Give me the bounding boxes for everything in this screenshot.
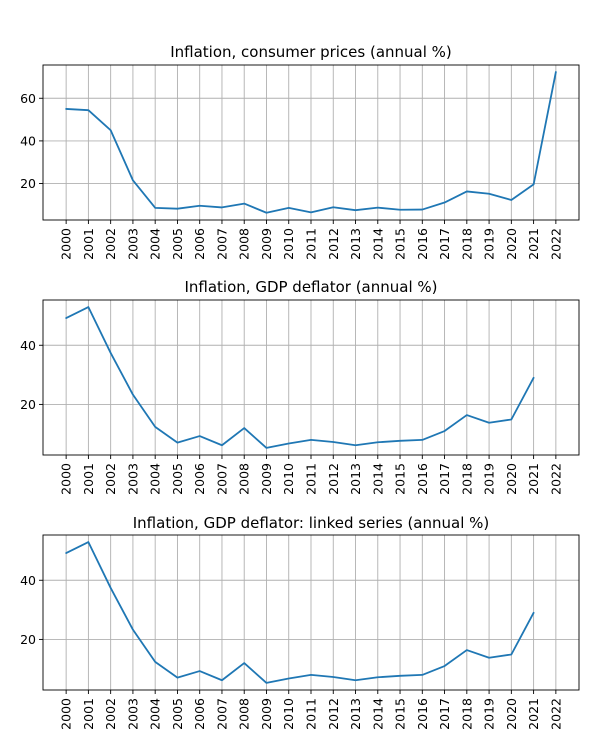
x-tick-label: 2018 bbox=[459, 698, 474, 730]
x-tick-label: 2005 bbox=[170, 698, 185, 730]
x-tick-label: 2006 bbox=[192, 463, 207, 495]
x-tick-label: 2008 bbox=[237, 463, 252, 495]
x-tick-label: 2001 bbox=[81, 228, 96, 260]
x-tick-label: 2014 bbox=[370, 463, 385, 495]
x-tick-label: 2010 bbox=[281, 463, 296, 495]
x-tick-label: 2004 bbox=[148, 463, 163, 495]
x-tick-label: 2009 bbox=[259, 228, 274, 260]
x-tick-label: 2006 bbox=[192, 698, 207, 730]
x-tick-label: 2011 bbox=[304, 228, 319, 260]
x-tick-label: 2003 bbox=[125, 698, 140, 730]
series-line bbox=[65, 306, 535, 449]
x-tick-label: 2002 bbox=[103, 228, 118, 260]
chart-panel-2: 2000 2001 2002 2003 2004 2005 2006 2007 2008 2009… bbox=[20, 278, 580, 495]
x-tick-label: 2017 bbox=[437, 228, 452, 260]
y-tick-label: 20 bbox=[20, 632, 36, 647]
x-tick-label: 2000 bbox=[59, 463, 74, 495]
x-tick-label: 2004 bbox=[148, 698, 163, 730]
x-tick-label: 2010 bbox=[281, 698, 296, 730]
x-tick-label: 2019 bbox=[482, 228, 497, 260]
x-tick-label: 2000 bbox=[59, 228, 74, 260]
x-tick-label: 2001 bbox=[81, 698, 96, 730]
x-tick-label: 2007 bbox=[214, 228, 229, 260]
x-tick-label: 2007 bbox=[214, 698, 229, 730]
chart-panel-1: 2000 2001 2002 2003 2004 2005 2006 2007 2008 2009… bbox=[20, 43, 580, 260]
x-tick-label: 2019 bbox=[482, 698, 497, 730]
y-tick-label: 20 bbox=[20, 397, 36, 412]
y-tick-label: 60 bbox=[20, 91, 36, 106]
chart-title: Inflation, consumer prices (annual %) bbox=[170, 43, 452, 61]
x-tick-label: 2008 bbox=[237, 228, 252, 260]
x-tick-label: 2003 bbox=[125, 463, 140, 495]
x-tick-label: 2015 bbox=[393, 228, 408, 260]
y-tick-label: 40 bbox=[20, 133, 36, 148]
x-tick-label: 2002 bbox=[103, 698, 118, 730]
x-tick-label: 2018 bbox=[459, 463, 474, 495]
x-tick-label: 2016 bbox=[415, 698, 430, 730]
x-tick-label: 2010 bbox=[281, 228, 296, 260]
x-tick-label: 2021 bbox=[526, 228, 541, 260]
x-tick-label: 2017 bbox=[437, 463, 452, 495]
x-tick-label: 2022 bbox=[548, 463, 563, 495]
x-tick-label: 2020 bbox=[504, 228, 519, 260]
x-tick-label: 2013 bbox=[348, 228, 363, 260]
plot-frame bbox=[42, 64, 580, 221]
x-tick-label: 2021 bbox=[526, 463, 541, 495]
y-tick-label: 20 bbox=[20, 176, 36, 191]
x-tick-label: 2009 bbox=[259, 463, 274, 495]
x-tick-label: 2019 bbox=[482, 463, 497, 495]
x-tick-label: 2016 bbox=[415, 228, 430, 260]
x-tick-label: 2000 bbox=[59, 698, 74, 730]
x-tick-label: 2016 bbox=[415, 463, 430, 495]
plot-frame bbox=[42, 534, 580, 691]
x-tick-label: 2015 bbox=[393, 698, 408, 730]
x-tick-label: 2018 bbox=[459, 228, 474, 260]
x-tick-label: 2005 bbox=[170, 228, 185, 260]
series-line bbox=[65, 541, 535, 684]
x-tick-label: 2017 bbox=[437, 698, 452, 730]
x-tick-label: 2009 bbox=[259, 698, 274, 730]
x-tick-label: 2003 bbox=[125, 228, 140, 260]
chart-panel-3: 2000 2001 2002 2003 2004 2005 2006 2007 2008 2009… bbox=[20, 514, 580, 730]
x-tick-label: 2013 bbox=[348, 463, 363, 495]
x-tick-label: 2022 bbox=[548, 228, 563, 260]
plot-frame bbox=[42, 299, 580, 456]
x-tick-label: 2012 bbox=[326, 698, 341, 730]
x-tick-label: 2020 bbox=[504, 463, 519, 495]
x-tick-label: 2012 bbox=[326, 463, 341, 495]
x-tick-label: 2011 bbox=[304, 698, 319, 730]
x-tick-label: 2013 bbox=[348, 698, 363, 730]
x-tick-label: 2014 bbox=[370, 698, 385, 730]
x-tick-label: 2006 bbox=[192, 228, 207, 260]
x-tick-label: 2011 bbox=[304, 463, 319, 495]
x-tick-label: 2012 bbox=[326, 228, 341, 260]
x-tick-label: 2014 bbox=[370, 228, 385, 260]
y-tick-label: 40 bbox=[20, 338, 36, 353]
y-tick-label: 40 bbox=[20, 573, 36, 588]
chart-title: Inflation, GDP deflator (annual %) bbox=[184, 278, 437, 296]
x-tick-label: 2022 bbox=[548, 698, 563, 730]
series-line bbox=[65, 71, 557, 214]
x-tick-label: 2004 bbox=[148, 228, 163, 260]
x-tick-label: 2001 bbox=[81, 463, 96, 495]
x-tick-label: 2002 bbox=[103, 463, 118, 495]
x-tick-label: 2015 bbox=[393, 463, 408, 495]
chart-title: Inflation, GDP deflator: linked series (… bbox=[133, 514, 490, 532]
x-tick-label: 2008 bbox=[237, 698, 252, 730]
x-tick-label: 2021 bbox=[526, 698, 541, 730]
x-tick-label: 2020 bbox=[504, 698, 519, 730]
x-tick-label: 2005 bbox=[170, 463, 185, 495]
x-tick-label: 2007 bbox=[214, 463, 229, 495]
